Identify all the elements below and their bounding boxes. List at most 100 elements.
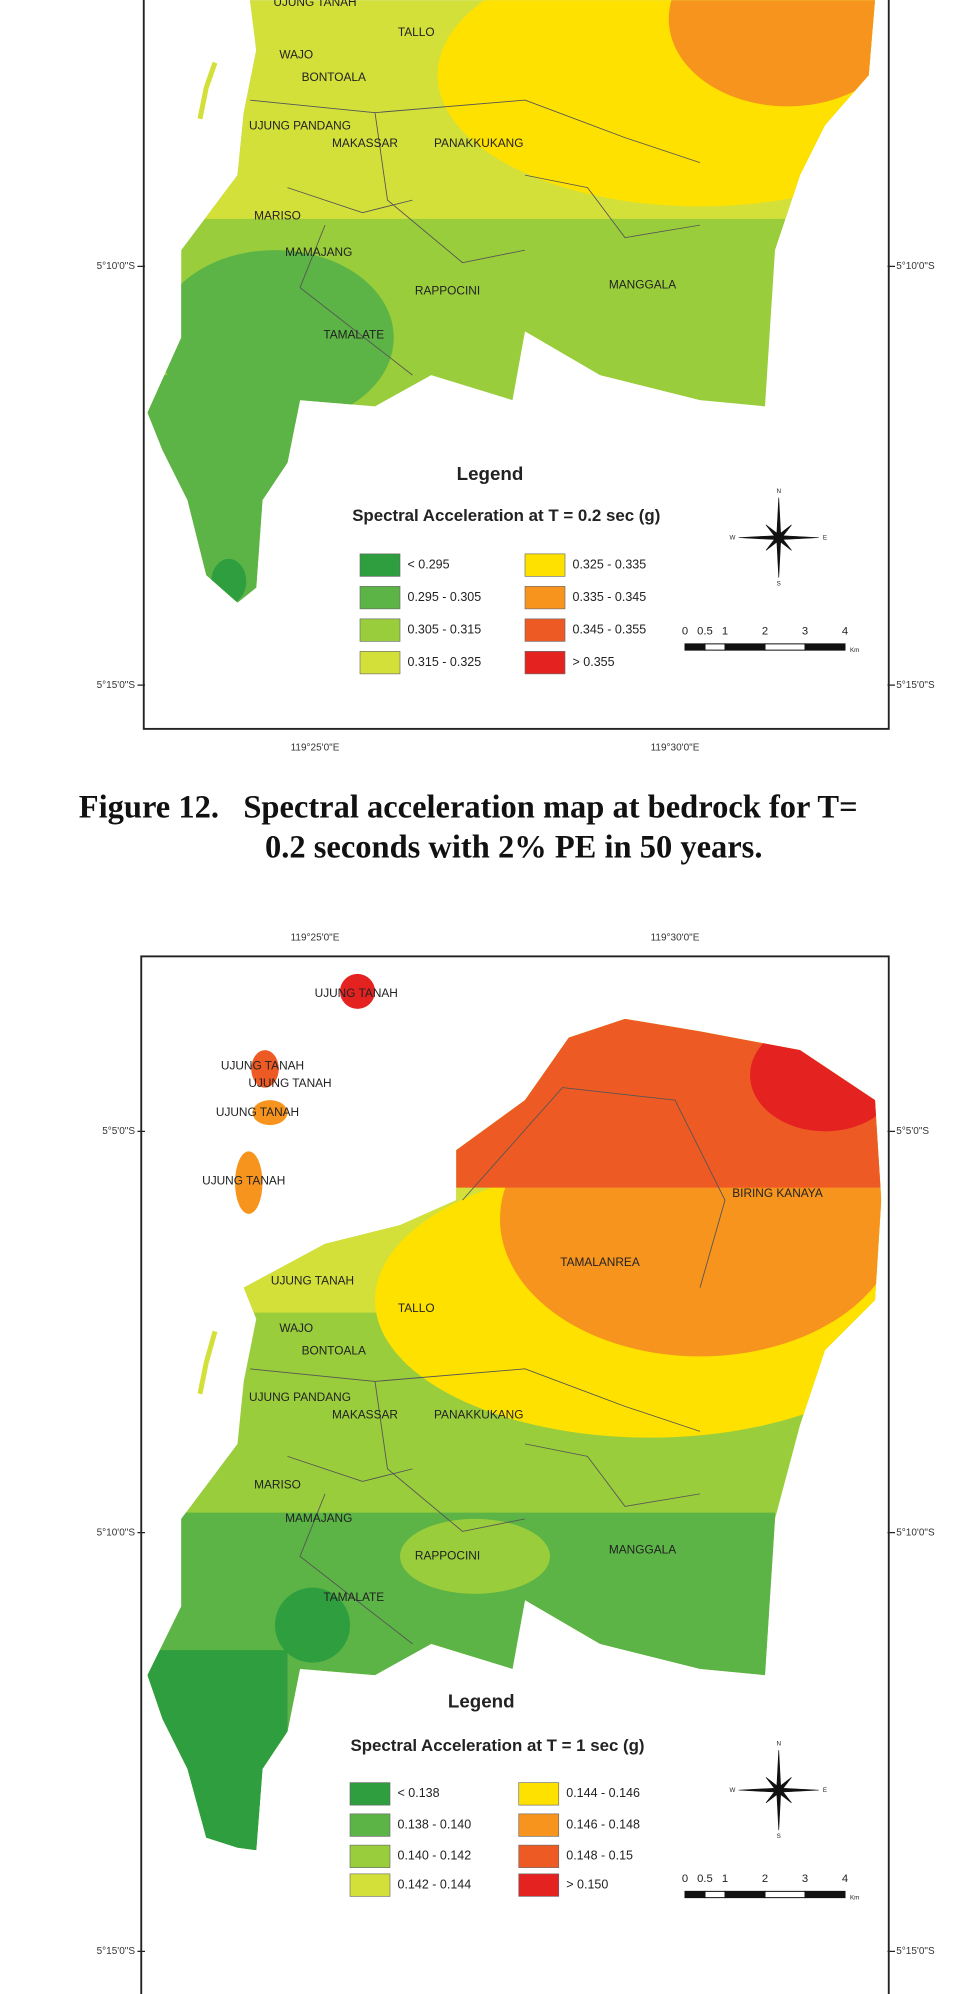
legend-swatch (359, 618, 401, 642)
longitude-label: 119°25'0"E (291, 742, 340, 753)
scale-unit: Km (850, 647, 859, 654)
scale-segment (704, 1890, 726, 1899)
legend-swatch (518, 1873, 560, 1897)
legend-label: 0.315 - 0.325 (408, 655, 482, 669)
map: UJUNG TANAH TALLO WAJO BONTOALA UJUNG PANDAN… (97, 0, 935, 753)
map: UJUNG TANAH UJUNG TANAH UJUNG TANAH UJUNG T… (97, 932, 935, 1994)
legend-label: 0.146 - 0.148 (566, 1817, 640, 1831)
compass-rose (738, 497, 819, 578)
place-label: TALLO (398, 1301, 435, 1315)
longitude-label: 119°25'0"E (291, 932, 340, 943)
place-label: UJUNG TANAH (221, 1059, 304, 1073)
place-label: MANGGALA (609, 277, 676, 291)
compass-letter: E (823, 1787, 827, 1794)
scale-segment (724, 643, 766, 651)
place-label: UJUNG TANAH (271, 1274, 354, 1288)
latitude-label: 5°10'0"S (896, 261, 935, 272)
latitude-label: 5°15'0"S (896, 1946, 935, 1957)
place-label: TALLO (398, 25, 435, 39)
place-label: MAMAJANG (285, 245, 352, 259)
legend-swatch (524, 553, 566, 577)
legend-swatch (524, 586, 566, 610)
scale-segment (764, 643, 806, 651)
legend-label: 0.335 - 0.345 (573, 590, 647, 604)
caption-line: 0.2 seconds with 2% PE in 50 years. (265, 830, 762, 866)
scale-segment (804, 1890, 846, 1899)
scale-tick-label: 1 (722, 625, 728, 637)
island (235, 1151, 263, 1214)
legend-label: > 0.150 (566, 1877, 608, 1891)
scale-tick-label: 2 (762, 1873, 768, 1885)
legend-swatch (349, 1813, 391, 1837)
place-label: RAPPOCINI (415, 284, 480, 298)
legend-label: 0.295 - 0.305 (408, 590, 482, 604)
place-label: PANAKKUKANG (434, 136, 523, 150)
legend-swatch (359, 553, 401, 577)
district-boundary (249, 1087, 726, 1645)
zone (668, 0, 875, 107)
longitude-label: 119°30'0"E (651, 932, 700, 943)
scale-tick-label: 2 (762, 625, 768, 637)
place-label: UJUNG PANDANG (249, 1390, 351, 1404)
place-label: MAKASSAR (332, 136, 398, 150)
place-label: BONTOALA (302, 70, 366, 84)
latitude-label: 5°15'0"S (97, 680, 136, 691)
legend-label: 0.140 - 0.142 (398, 1849, 472, 1863)
place-label: TAMALATE (323, 327, 384, 341)
hazard-zones (147, 0, 875, 603)
legend-swatch (359, 586, 401, 610)
place-label: WAJO (279, 47, 313, 61)
zone (400, 1518, 550, 1594)
place-label: BONTOALA (302, 1344, 366, 1358)
scale-segment (804, 643, 846, 651)
latitude-label: 5°15'0"S (896, 680, 935, 691)
legend-swatch (518, 1844, 560, 1868)
legend-label: 0.305 - 0.315 (408, 622, 482, 636)
island (252, 1100, 288, 1126)
place-label: BIRING KANAYA (732, 1186, 823, 1200)
island (251, 1050, 279, 1088)
place-label: PANAKKUKANG (434, 1407, 523, 1421)
legend-title: Legend (457, 463, 524, 484)
legend-swatch (349, 1782, 391, 1806)
scale-tick-label: 0 (682, 1873, 688, 1885)
scale-segment (764, 1890, 806, 1899)
latitude-label: 5°5'0"S (102, 1126, 135, 1137)
latitude-label: 5°15'0"S (97, 1946, 136, 1957)
scale-segment (704, 643, 726, 651)
place-label: MARISO (254, 1477, 301, 1491)
place-label: UJUNG TANAH (202, 1174, 285, 1188)
legend-label: < 0.138 (398, 1786, 440, 1800)
longitude-label: 119°30'0"E (651, 742, 700, 753)
legend-subtitle: Spectral Acceleration at T = 1 sec (g) (350, 1736, 644, 1755)
legend-swatch (359, 651, 401, 675)
scale-tick-label: 4 (842, 1873, 848, 1885)
latitude-label: 5°10'0"S (896, 1527, 935, 1538)
place-label: RAPPOCINI (415, 1549, 480, 1563)
legend-subtitle: Spectral Acceleration at T = 0.2 sec (g) (352, 506, 660, 525)
legend-swatch (518, 1782, 560, 1806)
compass-letter: S (777, 1833, 781, 1840)
place-label: UJUNG TANAH (216, 1105, 299, 1119)
latitude-label: 5°10'0"S (97, 1527, 136, 1538)
scale-segment (684, 1890, 706, 1899)
legend-label: 0.325 - 0.335 (573, 557, 647, 571)
scale-tick-label: 0.5 (697, 625, 713, 637)
compass-letter: S (777, 581, 781, 588)
place-label: TAMALATE (323, 1590, 384, 1604)
scale-tick-label: 1 (722, 1873, 728, 1885)
legend-label: 0.345 - 0.355 (573, 622, 647, 636)
legend-label: > 0.355 (573, 655, 615, 669)
legend-swatch (349, 1873, 391, 1897)
scale-tick-label: 3 (802, 625, 808, 637)
compass-letter: N (776, 1741, 781, 1748)
island (197, 1330, 218, 1395)
scale-segment (724, 1890, 766, 1899)
compass-rose (738, 1750, 819, 1831)
scale-segment (684, 643, 706, 651)
place-label: MARISO (254, 209, 301, 223)
place-label: TAMALANREA (560, 1255, 640, 1269)
place-label: MAKASSAR (332, 1407, 398, 1421)
latitude-label: 5°5'0"S (896, 1126, 929, 1137)
